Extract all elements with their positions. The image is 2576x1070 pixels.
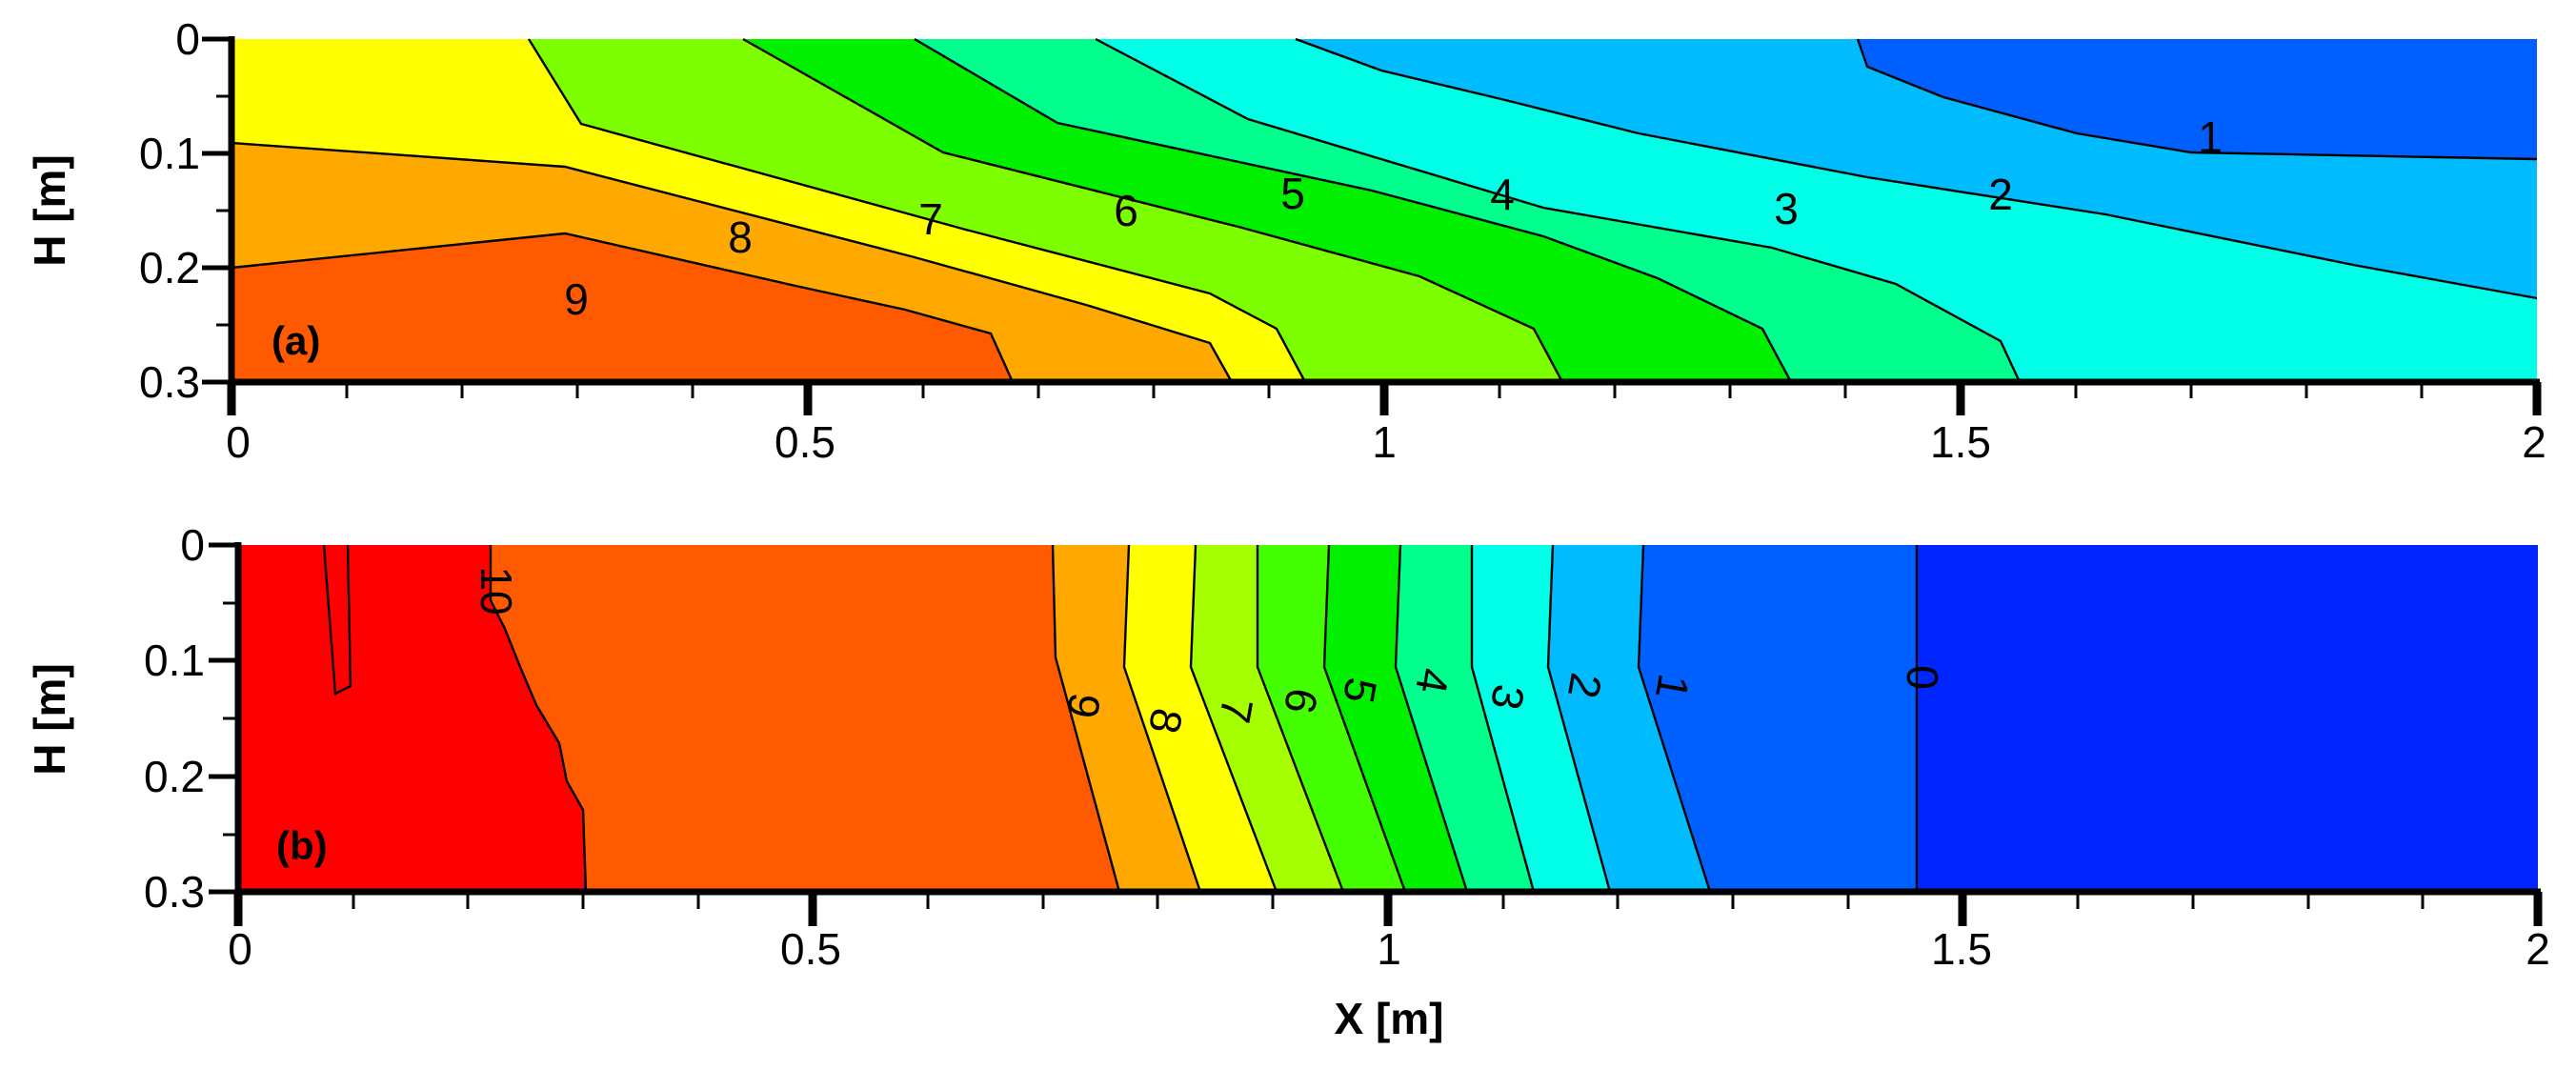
panel-b-plot-area bbox=[238, 544, 2538, 893]
panel-b-tag: (b) bbox=[276, 823, 328, 868]
panel-b-contour-line-10 bbox=[489, 545, 588, 893]
panel-a-fill-level-1 bbox=[1858, 39, 2537, 159]
panel-b-fill-level-4 bbox=[1396, 545, 1534, 892]
panel-a-y-tick-label: 0.3 bbox=[139, 357, 200, 407]
panel-a-contour-line-7 bbox=[231, 141, 1234, 383]
panel-a-plot-area bbox=[231, 37, 2538, 383]
panel-a-fill-level-4 bbox=[915, 39, 2020, 382]
panel-b-contour-line-7 bbox=[1189, 544, 1278, 893]
panel-b-contour-line-9 bbox=[1051, 544, 1121, 893]
panel-a-contour-label-7: 7 bbox=[918, 194, 943, 244]
panel-a-contour-line-1 bbox=[1856, 38, 2538, 161]
panel-b-y-tick-label: 0.3 bbox=[144, 867, 205, 917]
panel-a-axes: 0 0.1 0.2 0.3 0 0.5 1 1.5 2 H [m] bbox=[25, 14, 2546, 467]
panel-a-fill-level-9 bbox=[231, 233, 1013, 382]
panel-a-contour-line-8 bbox=[231, 232, 1015, 383]
panel-b-fill-level-2 bbox=[1548, 545, 1710, 892]
panel-b-contour-labels: 10 9 8 7 6 5 4 3 2 1 0 bbox=[472, 566, 1947, 737]
panel-b-x-axis-title: X [m] bbox=[1335, 994, 1444, 1043]
panel-b-spike bbox=[276, 858, 288, 892]
panel-b-fill-level-5 bbox=[1324, 545, 1467, 892]
panel-a-x-tick-label: 2 bbox=[2522, 417, 2546, 467]
panel-a-contour-label-3: 3 bbox=[1774, 184, 1799, 233]
panel-a-y-tick-label: 0.1 bbox=[139, 129, 200, 178]
panel-b-contour-line-6 bbox=[1256, 545, 1345, 893]
panel-b-x-tick-label: 1.5 bbox=[1931, 924, 1992, 974]
panel-a-contour-labels: 1 2 3 4 5 6 7 8 9 bbox=[564, 112, 2223, 324]
panel-b-x-tick-label: 0.5 bbox=[780, 924, 841, 974]
panel-b-fill-level-8 bbox=[1124, 545, 1277, 892]
panel-a-tag: (a) bbox=[272, 318, 320, 363]
panel-a-fill-level-2 bbox=[1296, 39, 2537, 298]
panel-a-contour-line-4 bbox=[914, 37, 1793, 383]
panel-a-contour-label-9: 9 bbox=[564, 274, 589, 324]
panel-a-contour-label-6: 6 bbox=[1114, 186, 1138, 235]
panel-b-contour-line-4 bbox=[1394, 544, 1469, 893]
panel-a-x-tick-label: 0.5 bbox=[775, 417, 835, 467]
panel-b: 10 9 8 7 6 5 4 3 2 1 0 (b) bbox=[25, 520, 2550, 1043]
panel-b-fill-level-9 bbox=[1053, 545, 1200, 892]
panel-b-x-tick-label: 2 bbox=[2526, 924, 2550, 974]
panel-b-x-tick-label: 1 bbox=[1377, 924, 1401, 974]
panel-b-y-tick-label: 0.2 bbox=[144, 752, 205, 801]
panel-a-contour-lines bbox=[231, 37, 2538, 383]
panel-b-spike bbox=[324, 545, 351, 694]
panel-a-y-tick-label: 0.2 bbox=[139, 243, 200, 293]
panel-b-contour-line-5 bbox=[1322, 544, 1407, 893]
panel-b-contour-lines bbox=[322, 544, 1919, 893]
panel-b-contour-line-1 bbox=[1637, 544, 1712, 893]
panel-b-y-axis-title: H [m] bbox=[25, 663, 74, 776]
panel-b-fill-level-7 bbox=[1191, 545, 1343, 892]
panel-a-fill-level-6 bbox=[529, 39, 1562, 382]
panel-a-contour-label-2: 2 bbox=[1988, 170, 2013, 219]
panel-a-contour-line-5 bbox=[742, 37, 1564, 383]
panel-a-contour-label-4: 4 bbox=[1490, 170, 1515, 219]
panel-b-x-tick-label: 0 bbox=[228, 924, 252, 974]
panel-a-contour-label-8: 8 bbox=[728, 212, 753, 262]
panel-b-contour-line-spike bbox=[322, 544, 352, 696]
panel-a-contour-line-2 bbox=[1295, 37, 2538, 300]
panel-a-fill-level-5 bbox=[743, 39, 1791, 382]
panel-b-contour-label-0: 0 bbox=[1898, 665, 1947, 690]
panel-a-x-tick-label: 1.5 bbox=[1930, 417, 1991, 467]
panel-b-fill-level-6 bbox=[1258, 545, 1405, 892]
panel-a-contour-label-1: 1 bbox=[2198, 112, 2223, 162]
panel-a-fill-level-7 bbox=[231, 39, 1305, 382]
panel-b-axes: 0 0.1 0.2 0.3 0 0.5 1 1.5 2 H [m] X [m] bbox=[25, 520, 2550, 1043]
panel-a-contour-line-6 bbox=[527, 38, 1307, 383]
panel-a-contour-line-3 bbox=[1095, 37, 2022, 383]
panel-a-fill-level-8 bbox=[231, 143, 1232, 382]
panel-b-fill-level-3 bbox=[1472, 545, 1610, 892]
panel-a-y-axis-title: H [m] bbox=[25, 154, 74, 267]
panel-b-contour-label-10: 10 bbox=[472, 566, 521, 615]
panel-b-y-tick-label: 0.1 bbox=[144, 636, 205, 685]
panel-b-contour-line-3 bbox=[1470, 545, 1536, 893]
panel-b-fill-level-9-zone bbox=[491, 545, 1119, 892]
panel-a-y-tick-label: 0 bbox=[175, 14, 200, 64]
panel-a-contour-label-5: 5 bbox=[1280, 169, 1305, 218]
panel-b-fill-level-1 bbox=[1639, 545, 1917, 892]
panel-a: 1 2 3 4 5 6 7 8 9 (a) bbox=[25, 14, 2546, 467]
panel-a-fill-level-3 bbox=[1096, 39, 2537, 382]
panel-b-y-tick-label: 0 bbox=[180, 520, 205, 570]
panel-b-contour-line-2 bbox=[1546, 544, 1612, 893]
panel-b-contour-line-8 bbox=[1122, 544, 1202, 893]
panel-a-x-tick-label: 1 bbox=[1372, 417, 1397, 467]
panel-a-x-tick-label: 0 bbox=[226, 417, 251, 467]
